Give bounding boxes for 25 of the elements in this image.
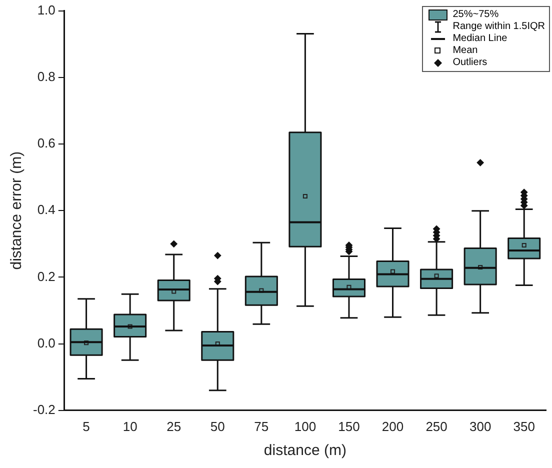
y-tick-label: 0.8 bbox=[37, 68, 56, 84]
x-tick-label: 300 bbox=[469, 418, 492, 434]
y-tick-label: 0.0 bbox=[37, 335, 56, 350]
x-axis-title: distance (m) bbox=[264, 442, 346, 460]
x-tick-label: 5 bbox=[82, 418, 90, 434]
x-tick-label: 250 bbox=[426, 418, 448, 434]
annotation: Median Line bbox=[452, 33, 508, 45]
x-tick-label: 350 bbox=[513, 418, 535, 434]
x-tick-label: 50 bbox=[210, 418, 225, 434]
x-tick-label: 25 bbox=[166, 418, 182, 434]
y-tick-label: 0.4 bbox=[37, 202, 56, 218]
y-tick-label: 0.2 bbox=[37, 268, 56, 284]
annotation: Outliers bbox=[452, 57, 488, 69]
x-tick-label: 75 bbox=[254, 418, 269, 434]
x-tick-label: 100 bbox=[294, 418, 316, 434]
y-tick-label: -0.2 bbox=[32, 402, 56, 417]
x-tick-label: 200 bbox=[382, 418, 404, 434]
legend-label: 25%~75% bbox=[452, 9, 499, 21]
y-axis-title: distance error (m) bbox=[8, 151, 26, 270]
annotation: Range within 1.5IQR bbox=[452, 21, 545, 33]
y-tick-label: 1.0 bbox=[37, 2, 56, 18]
x-tick-label: 10 bbox=[122, 418, 138, 434]
x-tick-label: 150 bbox=[338, 418, 360, 434]
y-tick-label: 0.6 bbox=[37, 136, 56, 151]
annotation: Mean bbox=[452, 45, 478, 57]
